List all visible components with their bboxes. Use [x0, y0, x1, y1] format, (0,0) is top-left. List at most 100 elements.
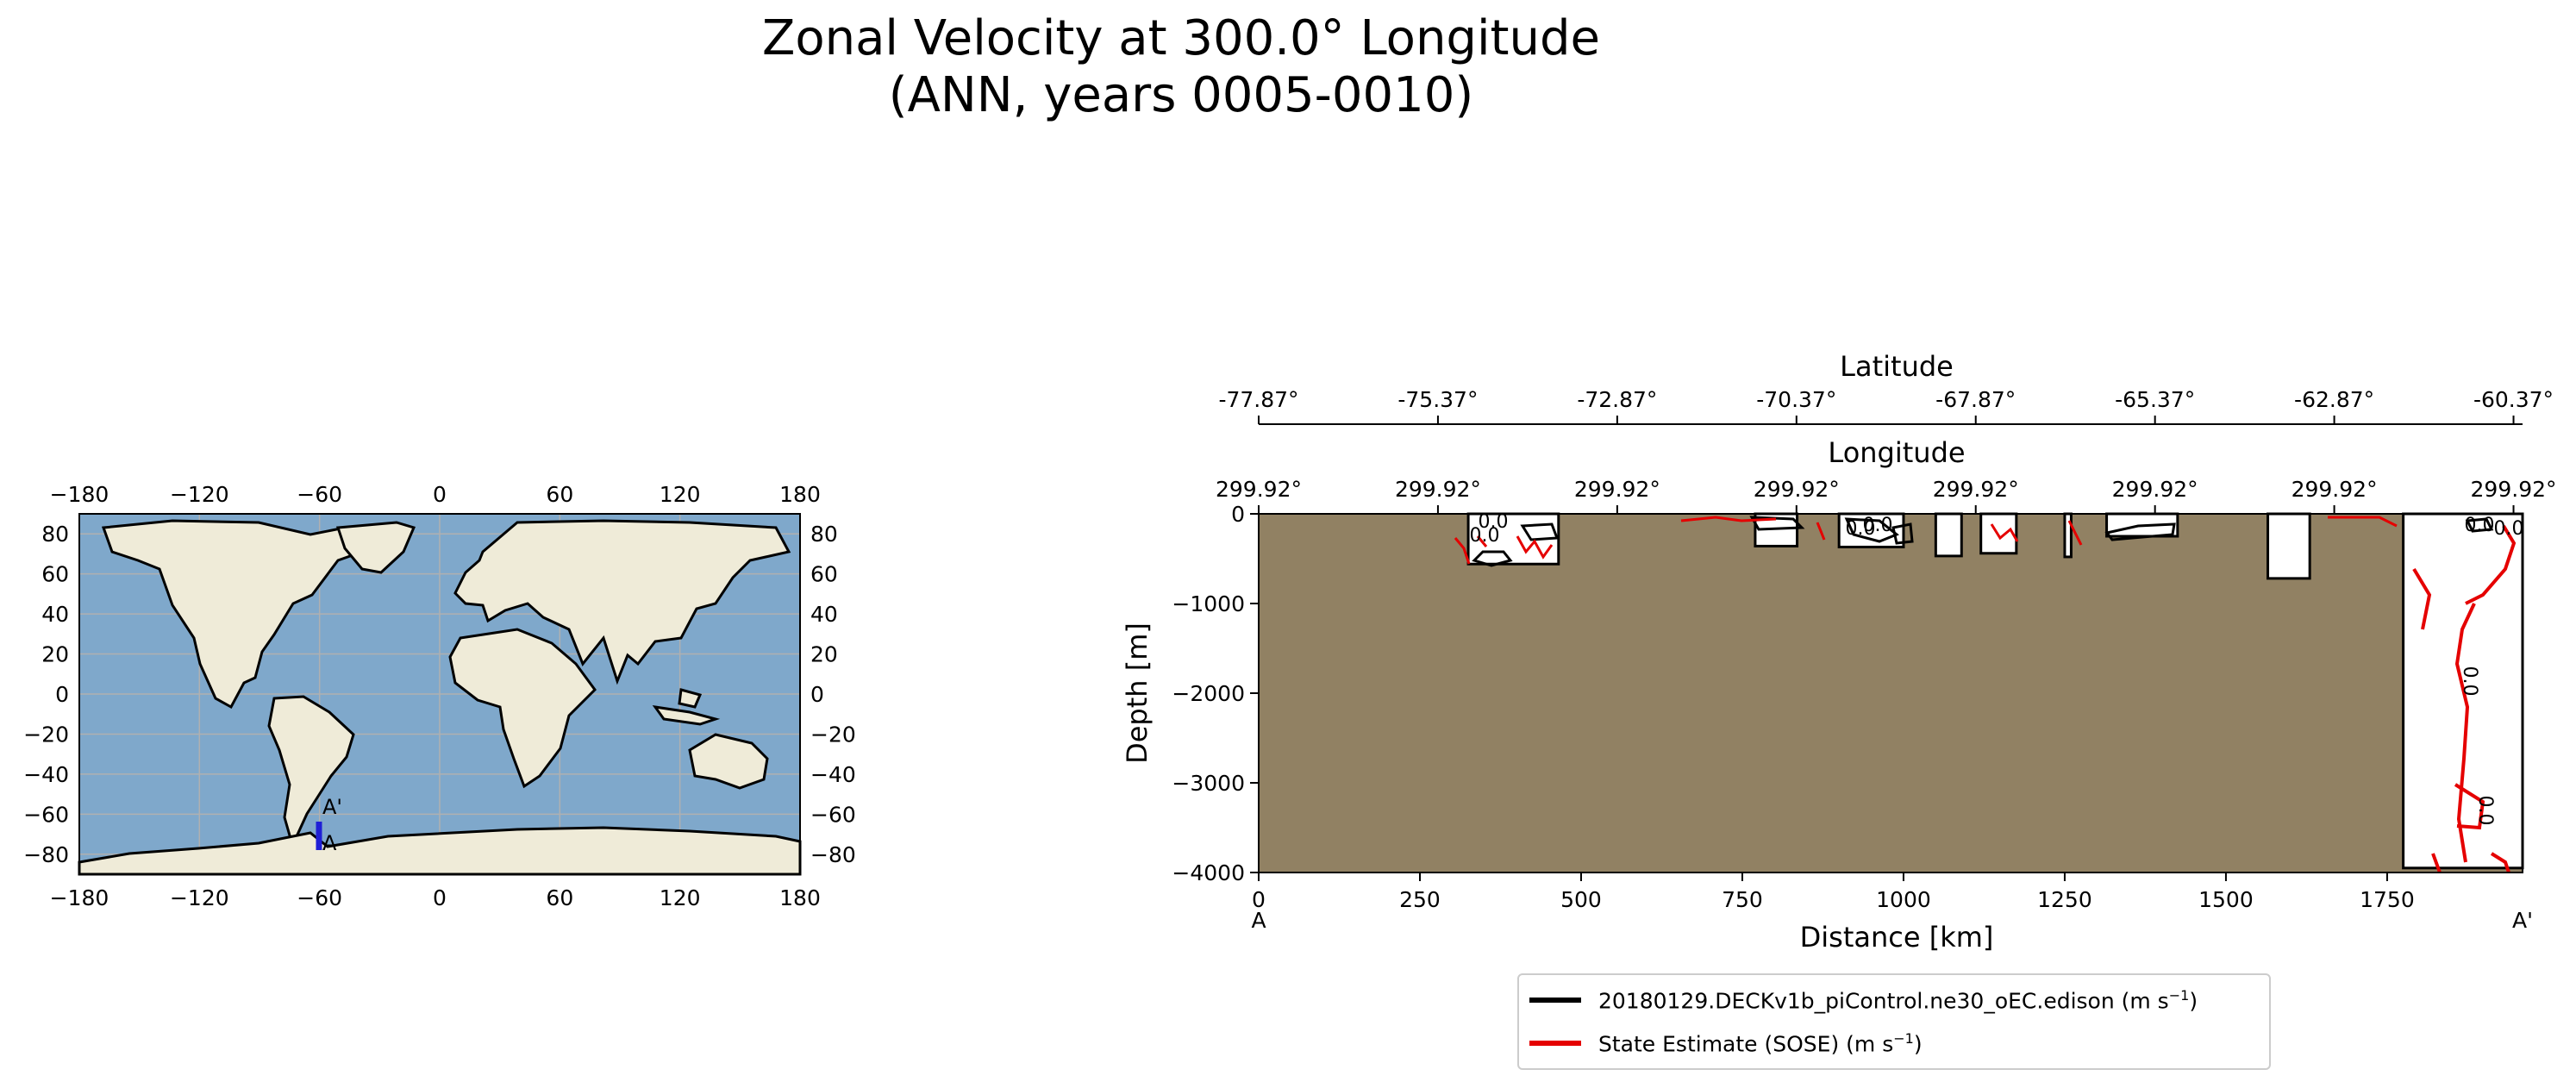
water-column	[1979, 512, 2018, 555]
contour-value-label: 0.0	[2465, 515, 2495, 536]
sose-contour	[2465, 524, 2517, 605]
legend-text-model: 20180129.DECKv1b_piControl.ne30_oEC.edis…	[1598, 986, 2198, 1014]
water-column	[1934, 512, 1963, 558]
section-axes: 0 250 500 750 1000 1250 1500 1750 0 −1000 −2000 −30…	[1172, 387, 2556, 912]
figure-title: Zonal Velocity at 300.0° Longitude (ANN,…	[0, 10, 2362, 124]
title-line-2: (ANN, years 0005-0010)	[888, 67, 1474, 123]
model-contour	[2104, 522, 2176, 541]
bathymetry-fill	[1259, 514, 2523, 872]
x-tick-label: 1500	[2198, 887, 2254, 912]
map-tick-labels: −180 −180 −120 −120 −60 −60 0 0 60 60 120 120 180 180…	[23, 482, 856, 910]
map-right-tick-label: −60	[810, 802, 856, 827]
y-tick-label: −2000	[1172, 681, 1245, 706]
water-column	[2267, 512, 2311, 580]
map-left-tick-label: 0	[55, 682, 69, 707]
lat-tick-label: -67.87°	[1935, 387, 2016, 412]
map-top-tick-label: 120	[660, 482, 701, 507]
x-tick-label: 250	[1399, 887, 1441, 912]
map-left-tick-label: −60	[23, 802, 69, 827]
x-tick-label: 1000	[1876, 887, 1931, 912]
map-bottom-tick-label: −120	[170, 885, 229, 910]
contour-value-label: 0.0	[1846, 518, 1876, 540]
land-south-america	[267, 695, 355, 845]
y-axis-label: Depth [m]	[1121, 622, 1154, 764]
land-eurasia	[453, 519, 791, 685]
lon-tick-label: 299.92°	[1933, 477, 2019, 502]
sose-contour	[2454, 603, 2476, 863]
sose-contour	[1516, 535, 1554, 560]
sose-contour	[1680, 516, 1777, 522]
model-contour	[2465, 517, 2494, 533]
contour-value-label: 0.0	[1863, 515, 1893, 536]
sose-contour	[1990, 523, 2019, 542]
lon-tick-label: 299.92°	[2292, 477, 2378, 502]
sose-contour	[1816, 522, 1826, 541]
map-top-tick-label: −180	[50, 482, 109, 507]
map-bottom-tick-label: −60	[297, 885, 342, 910]
model-contour	[1844, 517, 1899, 543]
lat-tick-label: -62.87°	[2294, 387, 2374, 412]
map-top-tick-label: 180	[779, 482, 821, 507]
map-bottom-tick-label: −180	[50, 885, 109, 910]
contour-value-labels: 0.00.0 0.00.0 0.0 0.00.00.0	[1470, 511, 2524, 826]
world-map: A' A −180 −180 −120 −120 −60 −60 0 0 60 60 120 120 1…	[23, 482, 856, 910]
y-tick-label: −3000	[1172, 771, 1245, 796]
map-left-tick-label: 40	[41, 602, 69, 627]
lon-tick-label: 299.92°	[2471, 477, 2557, 502]
lon-tick-label: 299.92°	[1754, 477, 1840, 502]
model-contour	[1749, 516, 1805, 531]
x-axis-label: Distance [km]	[1800, 921, 1994, 954]
lat-tick-label: -70.37°	[1756, 387, 1836, 412]
lat-tick-label: -72.87°	[1577, 387, 1657, 412]
land-australia	[688, 733, 769, 790]
contour-lines	[1472, 516, 2494, 567]
sose-contour	[2454, 783, 2485, 830]
map-bottom-tick-label: 0	[433, 885, 447, 910]
map-top-tick-label: −60	[297, 482, 342, 507]
sose-contours	[1454, 516, 2517, 873]
title-line-1: Zonal Velocity at 300.0° Longitude	[762, 10, 1600, 66]
section-start-label: A	[1251, 908, 1266, 933]
contour-value-label: 0.0	[2494, 518, 2524, 540]
map-transect-start-label: A	[322, 831, 337, 855]
legend-entry-model: 20180129.DECKv1b_piControl.ne30_oEC.edis…	[1519, 979, 2198, 1022]
lon-tick-label: 299.92°	[1574, 477, 1660, 502]
map-right-tick-label: 0	[810, 682, 824, 707]
lon-tick-label: 299.92°	[1216, 477, 1302, 502]
map-left-tick-label: −80	[23, 842, 69, 867]
map-bottom-tick-label: 60	[546, 885, 573, 910]
model-contour	[1520, 522, 1560, 541]
map-left-tick-label: −40	[23, 762, 69, 787]
map-left-tick-label: 80	[41, 522, 69, 547]
legend-text-sose: State Estimate (SOSE) (m s−1)	[1598, 1029, 1923, 1057]
sose-contour	[1454, 535, 1488, 565]
legend-swatch-sose	[1529, 1041, 1581, 1046]
x-tick-label: 1250	[2037, 887, 2092, 912]
lat-tick-label: -75.37°	[1397, 387, 1478, 412]
contour-value-label: 0.0	[1470, 525, 1500, 547]
contour-value-label: 0.0	[1479, 511, 1509, 533]
map-right-tick-label: −40	[810, 762, 856, 787]
land-africa	[448, 628, 597, 789]
map-right-tick-label: −20	[810, 722, 856, 747]
section-end-label: A'	[2512, 908, 2533, 933]
y-tick-label: −4000	[1172, 860, 1245, 885]
y-tick-label: 0	[1231, 502, 1245, 527]
x-tick-label: 1750	[2360, 887, 2415, 912]
map-left-tick-label: −20	[23, 722, 69, 747]
map-bottom-tick-label: 180	[779, 885, 821, 910]
model-contour	[1891, 522, 1914, 545]
lat-tick-label: -60.37°	[2473, 387, 2554, 412]
legend: 20180129.DECKv1b_piControl.ne30_oEC.edis…	[1517, 973, 2271, 1070]
map-top-tick-label: −120	[170, 482, 229, 507]
x-tick-label: 500	[1560, 887, 1602, 912]
map-top-tick-label: 60	[546, 482, 573, 507]
sose-contour	[2328, 516, 2398, 528]
legend-swatch-model	[1529, 998, 1581, 1003]
lon-tick-label: 299.92°	[2112, 477, 2198, 502]
top-axis-longitude-label: Longitude	[1828, 436, 1965, 469]
sose-contour	[2067, 520, 2083, 546]
map-right-tick-label: 60	[810, 562, 838, 587]
map-transect-end-label: A'	[322, 795, 342, 819]
y-tick-label: −1000	[1172, 591, 1245, 616]
